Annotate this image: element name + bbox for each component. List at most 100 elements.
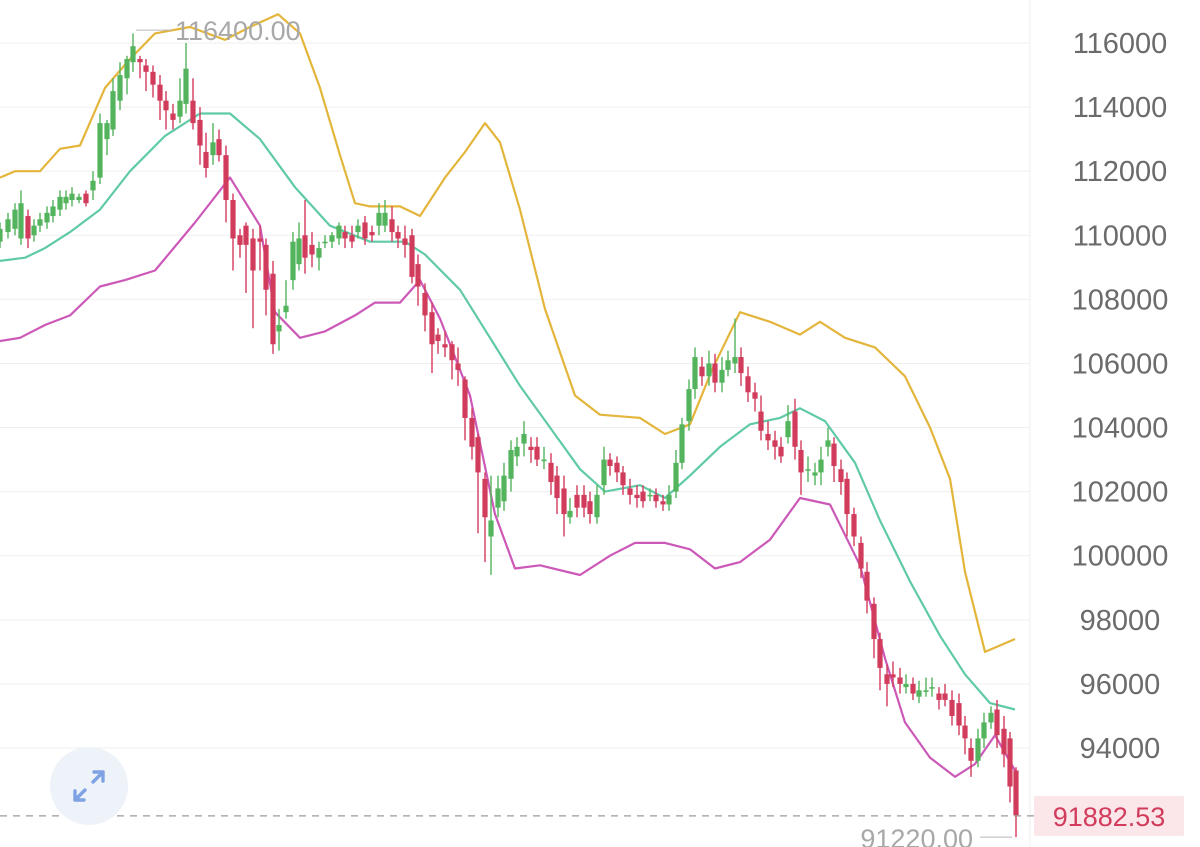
candle-body xyxy=(692,357,698,390)
candle-body xyxy=(276,325,282,332)
bands xyxy=(0,13,1016,778)
candle-up xyxy=(50,200,56,223)
candle-body xyxy=(83,193,89,204)
y-tick-label: 96000 xyxy=(1080,669,1161,701)
candle-down xyxy=(362,216,368,245)
candle-down xyxy=(257,225,263,271)
candle-up xyxy=(903,674,909,694)
candle-down xyxy=(864,562,870,614)
candle-up xyxy=(316,241,322,271)
candle-body xyxy=(725,360,731,370)
candle-body xyxy=(587,501,593,515)
candle-up xyxy=(44,206,50,229)
candle-body xyxy=(25,216,31,239)
candle-body xyxy=(594,494,600,518)
candle-up xyxy=(90,171,96,201)
candle-up xyxy=(923,677,929,697)
y-tick-label: 98000 xyxy=(1080,605,1161,637)
candle-body xyxy=(732,357,738,364)
candle-down xyxy=(942,683,948,707)
candle-body xyxy=(402,238,408,245)
candle-down xyxy=(936,687,942,710)
candle-body xyxy=(1007,738,1013,787)
candle-down xyxy=(143,59,149,92)
y-tick-label: 112000 xyxy=(1073,156,1168,188)
candle-down xyxy=(137,55,143,79)
candle-up xyxy=(0,222,3,249)
candle-body xyxy=(429,312,435,345)
gridlines xyxy=(0,42,1030,749)
candle-body xyxy=(117,75,123,101)
candle-down xyxy=(620,466,626,495)
candle-up xyxy=(785,405,791,444)
candle-down xyxy=(415,254,421,306)
candle-down xyxy=(699,357,705,386)
candle-up xyxy=(290,232,296,290)
candle-body xyxy=(482,478,488,518)
candle-down xyxy=(561,475,567,537)
candle-body xyxy=(12,209,18,229)
candle-body xyxy=(349,235,355,242)
candle-body xyxy=(283,305,289,313)
candle-body xyxy=(620,472,626,486)
candle-body xyxy=(936,693,942,700)
candle-up xyxy=(541,446,547,470)
candle-body xyxy=(257,238,263,242)
candle-body xyxy=(884,674,890,684)
candle-up xyxy=(521,421,527,457)
candle-body xyxy=(143,65,149,72)
candle-up xyxy=(818,446,824,486)
candle-down xyxy=(581,485,587,518)
candle-body xyxy=(554,475,560,499)
candle-up xyxy=(732,318,738,374)
candle-body xyxy=(614,462,620,473)
candle-up xyxy=(37,212,43,233)
candle-body xyxy=(962,725,968,739)
candle-up xyxy=(276,308,282,351)
candle-down xyxy=(653,488,659,508)
candle-up xyxy=(376,203,382,236)
last-price-tag xyxy=(1034,795,1184,836)
candle-up xyxy=(5,212,11,239)
candle-down xyxy=(752,382,758,412)
candle-body xyxy=(831,443,837,466)
candle-down xyxy=(469,408,475,460)
high-marker-label: 116400.00 xyxy=(175,16,301,46)
candle-up xyxy=(117,62,123,111)
candle-body xyxy=(712,363,718,383)
candle-body xyxy=(124,59,130,79)
candle-up xyxy=(508,440,514,492)
candle-down xyxy=(627,478,633,505)
candle-up xyxy=(706,350,712,386)
candle-body xyxy=(69,193,75,201)
candle-body xyxy=(210,142,216,156)
candle-body xyxy=(382,212,388,226)
candle-body xyxy=(508,449,514,479)
low-marker-label: 91220.00 xyxy=(860,824,973,847)
candle-down xyxy=(838,459,844,495)
candle-body xyxy=(57,196,63,210)
candle-body xyxy=(653,494,659,502)
candle-body xyxy=(548,462,554,483)
candle-body xyxy=(634,494,640,499)
candle-up xyxy=(825,427,831,457)
candle-body xyxy=(230,200,236,239)
candle-body xyxy=(369,232,375,236)
expand-chart-button[interactable] xyxy=(50,747,128,825)
candle-down xyxy=(534,437,540,466)
candle-up xyxy=(97,113,103,184)
candle-down xyxy=(475,433,481,534)
candle-body xyxy=(104,123,110,140)
candle-body xyxy=(442,344,448,348)
candle-body xyxy=(949,699,955,716)
y-tick-label: 108000 xyxy=(1072,284,1169,316)
candle-body xyxy=(110,91,116,130)
candle-up xyxy=(981,712,987,748)
candle-down xyxy=(712,353,718,393)
candle-up xyxy=(130,33,136,72)
candle-down xyxy=(263,238,269,316)
candle-body xyxy=(818,459,824,473)
candle-body xyxy=(719,369,725,383)
candle-down xyxy=(442,331,448,358)
candle-down xyxy=(250,228,256,329)
